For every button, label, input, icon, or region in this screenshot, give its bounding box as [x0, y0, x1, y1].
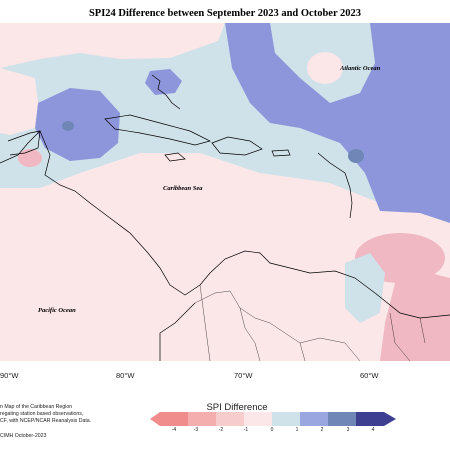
- anomaly-field-atlantic-negative: [307, 52, 343, 84]
- spi-difference-map: Atlantic Ocean Caribbean Sea Pacific Oce…: [0, 23, 450, 361]
- legend-bin-8: [328, 412, 356, 426]
- lon-tick-80w: 80°W: [116, 371, 135, 380]
- legend-tick: 1: [295, 427, 299, 433]
- atlantic-ocean-label: Atlantic Ocean: [339, 65, 381, 72]
- anomaly-field-bahamas-positive: [145, 69, 182, 95]
- legend-tick: 2: [320, 427, 324, 433]
- anomaly-field-antilles-dark-positive: [348, 149, 364, 163]
- cuba-outline: [104, 114, 211, 146]
- bahamas-outline: [151, 74, 181, 110]
- legend-bin-5: [244, 412, 272, 426]
- lesser-antilles-outline: [317, 152, 353, 219]
- caribbean-sea-label: Caribbean Sea: [163, 185, 203, 192]
- legend-tick: 4: [371, 427, 375, 433]
- legend-bin-6: [272, 412, 300, 426]
- yucatan-outline: [7, 130, 41, 156]
- legend-tick: 0: [270, 427, 274, 433]
- anomaly-field-north-positive: [225, 23, 450, 223]
- legend-bin-9: [356, 412, 384, 426]
- legend-tick: -1: [243, 427, 249, 433]
- central-america-coastline: [0, 130, 450, 319]
- legend-bin-4: [216, 412, 244, 426]
- south-america-pacific-coastline: [159, 302, 196, 361]
- puerto-rico-outline: [271, 149, 291, 157]
- jamaica-outline: [164, 152, 186, 162]
- legend-bin-2: [160, 412, 188, 426]
- legend-bin-1: [150, 412, 160, 426]
- credit-line-4: CIMH October-2023: [0, 433, 47, 439]
- legend-title: SPI Difference: [206, 402, 268, 413]
- anomaly-field-west-negative: [0, 68, 38, 135]
- lon-tick-90w: 90°W: [0, 371, 19, 380]
- legend-bin-7: [300, 412, 328, 426]
- credit-line-2: regating station based observations,: [0, 411, 84, 417]
- country-borders: [194, 284, 426, 361]
- credit-line-1: n Map of the Caribbean Region: [0, 404, 73, 410]
- pacific-ocean-label: Pacific Ocean: [38, 307, 76, 314]
- legend-bin-3: [188, 412, 216, 426]
- lon-tick-70w: 70°W: [234, 371, 253, 380]
- legend-tick: -3: [193, 427, 199, 433]
- legend-colorbar: [150, 412, 396, 426]
- anomaly-field-central-negative: [0, 171, 450, 361]
- hispaniola-outline: [211, 136, 263, 156]
- legend-tick: -2: [218, 427, 224, 433]
- legend-bin-10: [384, 412, 396, 426]
- legend-tick: -4: [171, 427, 177, 433]
- anomaly-field-west-positive: [35, 88, 120, 161]
- lon-tick-60w: 60°W: [360, 371, 379, 380]
- map-title: SPI24 Difference between September 2023 …: [88, 8, 362, 19]
- anomaly-field-yucatan-negative: [18, 149, 42, 167]
- anomaly-field-west-dark-positive: [62, 121, 74, 131]
- credit-line-3: CF, with NCEP/NCAR Reanalysis Data.: [0, 418, 92, 424]
- anomaly-field-top-negative: [0, 23, 225, 68]
- anomaly-field-andes-positive: [345, 253, 385, 323]
- legend-tick: 3: [346, 427, 350, 433]
